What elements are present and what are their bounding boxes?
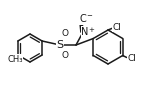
- Text: O: O: [62, 52, 68, 61]
- Text: O: O: [62, 29, 68, 39]
- Text: C: C: [80, 14, 86, 24]
- Text: −: −: [86, 13, 92, 19]
- Text: +: +: [89, 27, 94, 33]
- Text: Cl: Cl: [113, 23, 121, 32]
- Text: CH₃: CH₃: [7, 55, 23, 64]
- Text: Cl: Cl: [127, 54, 136, 63]
- Text: N: N: [81, 27, 89, 37]
- Text: S: S: [57, 40, 64, 50]
